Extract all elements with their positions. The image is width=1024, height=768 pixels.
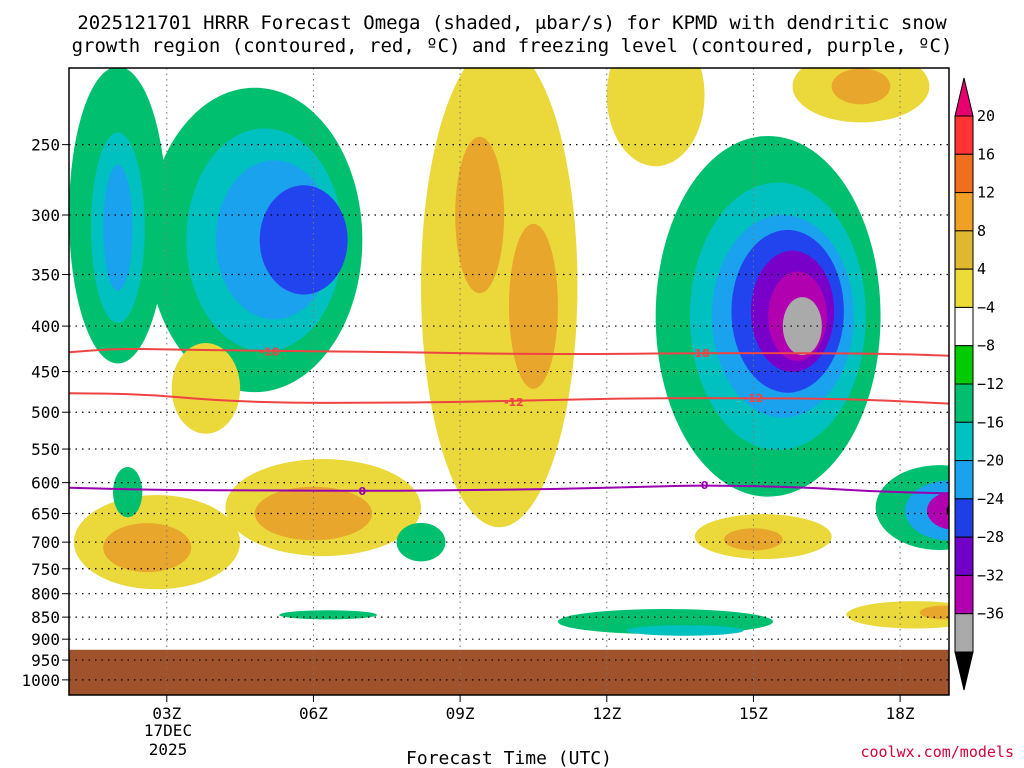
omega-region-9 — [509, 223, 558, 389]
colorbar-box-11 — [954, 536, 974, 576]
colorbar-box-12 — [954, 574, 974, 615]
colorbar-box-3 — [954, 230, 974, 270]
colorbar-box-8 — [954, 421, 974, 462]
omega-region-16 — [782, 297, 822, 356]
colorbar-label-7: −12 — [977, 375, 1004, 393]
omega-region-28 — [626, 625, 744, 636]
contour-label-4: 0 — [359, 485, 367, 498]
colorbar-label-0: 20 — [977, 107, 995, 125]
omega-region-32 — [846, 601, 949, 629]
x-tick-label-12Z: 12Z — [592, 704, 621, 723]
contour-2 — [69, 484, 949, 495]
omega-region-18 — [103, 523, 192, 573]
omega-shading — [69, 68, 949, 636]
colorbar-label-12: −32 — [977, 566, 1004, 584]
colorbar-label-1: 16 — [977, 145, 995, 163]
omega-region-37 — [606, 68, 705, 167]
temperature-contours: -18 -18 -12 -12 0 0 — [69, 345, 949, 498]
colorbar-label-11: −28 — [977, 528, 1004, 546]
x-tick-label-06Z: 06Z — [299, 704, 328, 723]
omega-region-29 — [113, 467, 143, 518]
colorbar-label-2: 12 — [977, 184, 995, 202]
chart-title-line1: 2025121701 HRRR Forecast Omega (shaded, … — [77, 12, 947, 34]
colorbar-label-5: −4 — [977, 298, 995, 316]
x-axis-title: Forecast Time (UTC) — [406, 748, 612, 768]
colorbar-box-13 — [954, 613, 974, 653]
colorbar-label-4: 4 — [977, 260, 986, 278]
y-tick-label-700: 700 — [31, 533, 60, 552]
contour-label-3: -12 — [744, 392, 764, 405]
omega-region-25 — [927, 491, 949, 530]
y-tick-label-550: 550 — [31, 440, 60, 459]
colorbar: 20 16 12 8 4 −4 −8 −12 −16 −20 −24 −28 −32 −36 — [954, 77, 1004, 691]
plot-frame — [68, 67, 950, 696]
site-credit: coolwx.com/models — [860, 743, 1014, 761]
contour-label-2: -12 — [504, 396, 524, 409]
y-tick-label-350: 350 — [31, 266, 60, 285]
colorbar-label-10: −24 — [977, 490, 1004, 508]
y-tick-label-500: 500 — [31, 403, 60, 422]
y-tick-label-1000: 1000 — [21, 671, 60, 690]
omega-region-33 — [919, 605, 949, 620]
colorbar-box-5 — [954, 306, 974, 347]
colorbar-box-1 — [954, 153, 974, 194]
omega-region-30 — [279, 610, 377, 620]
y-tick-label-400: 400 — [31, 317, 60, 336]
colorbar-box-0 — [954, 115, 974, 155]
x-axis-ticks: 03Z 06Z 09Z 12Z 15Z 18Z — [152, 695, 915, 723]
colorbar-bottom-triangle — [954, 651, 974, 691]
contour-0 — [69, 347, 949, 357]
omega-region-34 — [171, 342, 241, 434]
y-tick-label-850: 850 — [31, 608, 60, 627]
contour-label-5: 0 — [701, 479, 709, 492]
omega-region-2 — [103, 164, 133, 291]
omega-region-22 — [724, 528, 783, 551]
x-tick-label-03Z: 03Z — [152, 704, 181, 723]
y-tick-label-250: 250 — [31, 136, 60, 155]
y-tick-label-750: 750 — [31, 560, 60, 579]
x-date-day: 17DEC — [144, 721, 192, 740]
colorbar-box-10 — [954, 498, 974, 538]
below-ground-terrain — [69, 649, 949, 695]
colorbar-label-8: −16 — [977, 413, 1004, 431]
contour-label-0: -18 — [260, 345, 280, 358]
plot-area: -18 -18 -12 -12 0 0 — [69, 68, 949, 695]
y-tick-label-800: 800 — [31, 585, 60, 604]
y-tick-label-300: 300 — [31, 206, 60, 225]
x-tick-label-15Z: 15Z — [739, 704, 768, 723]
y-axis-ticks: 250 300 350 400 450 500 550 600 650 700 750 800 850 9… — [21, 136, 69, 690]
colorbar-top-triangle — [954, 77, 974, 117]
omega-region-36 — [831, 68, 891, 105]
colorbar-label-13: −36 — [977, 605, 1004, 623]
colorbar-box-2 — [954, 192, 974, 232]
y-tick-label-900: 900 — [31, 630, 60, 649]
x-date-year: 2025 — [149, 740, 188, 759]
colorbar-box-7 — [954, 383, 974, 423]
colorbar-box-9 — [954, 460, 974, 500]
colorbar-box-4 — [954, 268, 974, 308]
grid-lines — [69, 68, 949, 695]
x-tick-label-09Z: 09Z — [446, 704, 475, 723]
colorbar-box-6 — [954, 345, 974, 385]
contour-1 — [69, 392, 949, 405]
colorbar-label-6: −8 — [977, 337, 995, 355]
y-tick-label-950: 950 — [31, 651, 60, 670]
contour-label-1: -18 — [690, 347, 710, 360]
y-tick-label-650: 650 — [31, 505, 60, 524]
omega-region-6 — [259, 185, 348, 295]
colorbar-label-9: −20 — [977, 452, 1004, 470]
x-tick-label-18Z: 18Z — [886, 704, 915, 723]
y-tick-label-450: 450 — [31, 363, 60, 382]
colorbar-label-3: 8 — [977, 222, 986, 240]
chart-title-line2: growth region (contoured, red, ºC) and f… — [72, 35, 953, 57]
y-tick-label-600: 600 — [31, 474, 60, 493]
